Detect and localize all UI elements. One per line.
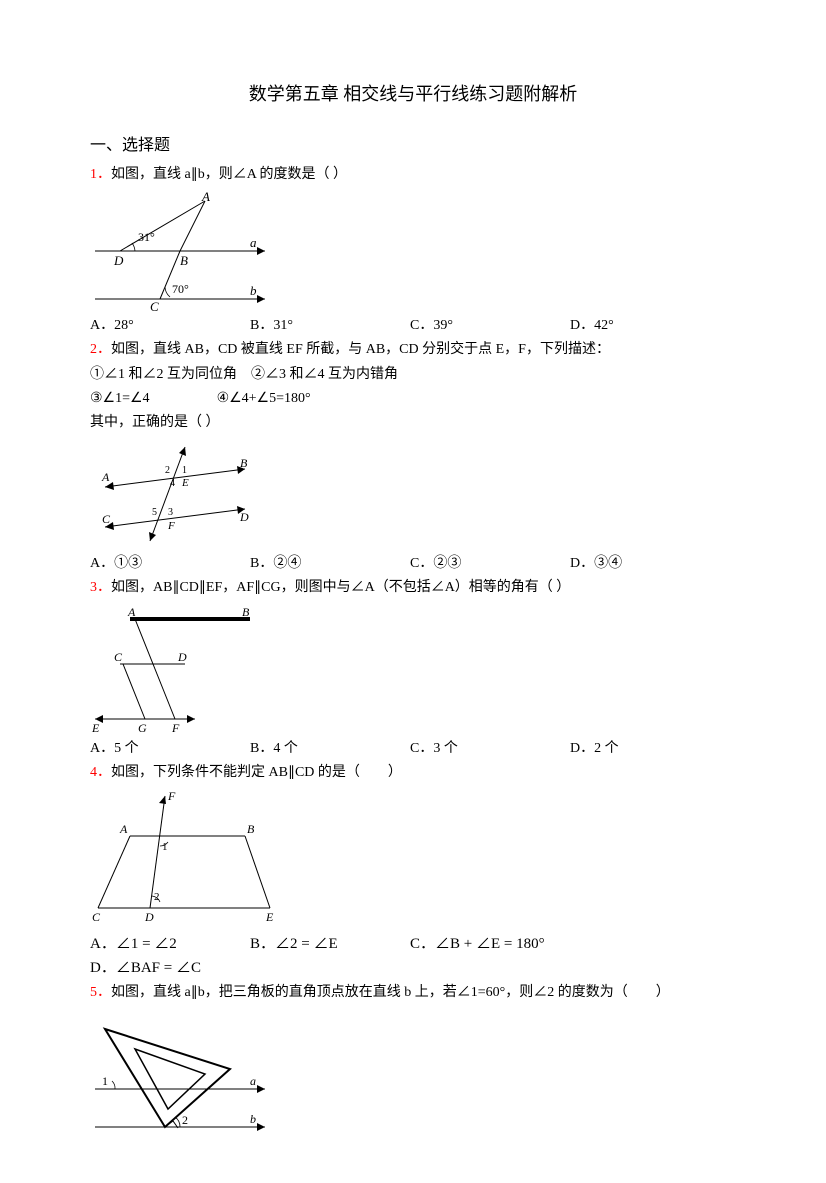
q2-D: D <box>239 510 249 524</box>
label-B: B <box>180 253 188 268</box>
q2-2: 2 <box>165 465 170 476</box>
q2-B: B <box>240 456 248 470</box>
q3-G: G <box>138 721 147 734</box>
q2-text3a: ③∠1=∠4 <box>90 391 150 406</box>
label-C: C <box>150 299 159 311</box>
q3-optD: D．2 个 <box>570 738 720 760</box>
q1-optB: B．31° <box>250 315 400 337</box>
q5-2: 2 <box>182 1113 188 1127</box>
q4-A: A <box>119 822 128 836</box>
q3-text: 如图，AB∥CD∥EF，AF∥CG，则图中与∠A（不包括∠A）相等的角有（ ） <box>111 580 570 595</box>
q3-svg: A B C D E F G <box>90 604 260 734</box>
q2-E: E <box>181 477 189 489</box>
q3-optA: A．5 个 <box>90 738 240 760</box>
q2-optD: D．③④ <box>570 553 720 575</box>
q4-D: D <box>144 910 154 924</box>
q1-optC: C．39° <box>410 315 560 337</box>
q2-choices: A．①③ B．②④ C．②③ D．③④ <box>90 553 736 575</box>
q2-optB: B．②④ <box>250 553 400 575</box>
q5-text: 如图，直线 a∥b，把三角板的直角顶点放在直线 b 上，若∠1=60°，则∠2 … <box>111 985 670 1000</box>
q3-E: E <box>91 721 100 734</box>
q2-optC: C．②③ <box>410 553 560 575</box>
q3-A: A <box>127 605 136 619</box>
q5-b: b <box>250 1112 256 1126</box>
q3-F: F <box>171 721 180 734</box>
q5-a: a <box>250 1074 256 1088</box>
label-a: a <box>250 235 257 250</box>
q3-B: B <box>242 605 250 619</box>
page: 数学第五章 相交线与平行线练习题附解析 一、选择题 1．如图，直线 a∥b，则∠… <box>0 0 826 1183</box>
q2-text3b: ④∠4+∠5=180° <box>217 391 311 406</box>
q4-E: E <box>265 910 274 924</box>
q4-optA: A．∠1 = ∠2 <box>90 932 240 956</box>
page-title: 数学第五章 相交线与平行线练习题附解析 <box>90 80 736 109</box>
q4-optD: D．∠BAF = ∠C <box>90 956 240 980</box>
q1-choices: A．28° B．31° C．39° D．42° <box>90 315 736 337</box>
q4-figure: F A B C D E 1 2 <box>90 788 736 928</box>
q5-number: 5． <box>90 985 111 1000</box>
q2-optA: A．①③ <box>90 553 240 575</box>
q2-number: 2． <box>90 342 111 357</box>
q4-optC: C．∠B + ∠E = 180° <box>410 932 580 956</box>
q3-D: D <box>177 650 187 664</box>
label-A: A <box>201 191 210 204</box>
q5-1: 1 <box>102 1074 108 1088</box>
q3-choices: A．5 个 B．4 个 C．3 个 D．2 个 <box>90 738 736 760</box>
q1-optA: A．28° <box>90 315 240 337</box>
q5-svg: a b 1 2 <box>90 1009 270 1139</box>
q2-3: 3 <box>168 507 173 518</box>
q4-number: 4． <box>90 765 111 780</box>
q4-choices: A．∠1 = ∠2 B．∠2 = ∠E C．∠B + ∠E = 180° D．∠… <box>90 932 736 980</box>
q1-line: 1．如图，直线 a∥b，则∠A 的度数是（ ） <box>90 164 736 186</box>
q2-1: 1 <box>182 465 187 476</box>
q3-optC: C．3 个 <box>410 738 560 760</box>
q3-figure: A B C D E F G <box>90 604 736 734</box>
q3-line: 3．如图，AB∥CD∥EF，AF∥CG，则图中与∠A（不包括∠A）相等的角有（ … <box>90 577 736 599</box>
label-b: b <box>250 283 257 298</box>
q1-number: 1． <box>90 167 111 182</box>
q2-line4: 其中，正确的是（ ） <box>90 412 736 434</box>
label-31: 31° <box>138 230 155 244</box>
q3-optB: B．4 个 <box>250 738 400 760</box>
q4-optB: B．∠2 = ∠E <box>250 932 400 956</box>
q4-1: 1 <box>162 841 168 853</box>
q4-text: 如图，下列条件不能判定 AB∥CD 的是（ ） <box>111 765 402 780</box>
q2-text1: 如图，直线 AB，CD 被直线 EF 所截，与 AB，CD 分别交于点 E，F，… <box>111 342 610 357</box>
label-D: D <box>113 253 124 268</box>
q2-line3: ③∠1=∠4 ④∠4+∠5=180° <box>90 388 736 410</box>
q4-F: F <box>167 789 176 803</box>
q2-C: C <box>102 512 111 526</box>
q4-line: 4．如图，下列条件不能判定 AB∥CD 的是（ ） <box>90 762 736 784</box>
q1-text: 如图，直线 a∥b，则∠A 的度数是（ ） <box>111 167 347 182</box>
q2-line2: ①∠1 和∠2 互为同位角 ②∠3 和∠4 互为内错角 <box>90 364 736 386</box>
q2-5: 5 <box>152 507 157 518</box>
q4-C: C <box>92 910 101 924</box>
q2-svg: A B C D E F 1 2 3 4 5 <box>90 439 260 549</box>
q2-4: 4 <box>170 478 175 489</box>
q5-figure: a b 1 2 <box>90 1009 736 1139</box>
q3-C: C <box>114 650 123 664</box>
q1-svg: A D B C a b 31° 70° <box>90 191 270 311</box>
q4-svg: F A B C D E 1 2 <box>90 788 280 928</box>
q1-figure: A D B C a b 31° 70° <box>90 191 736 311</box>
q3-number: 3． <box>90 580 111 595</box>
q2-A: A <box>101 470 110 484</box>
q2-figure: A B C D E F 1 2 3 4 5 <box>90 439 736 549</box>
q4-B: B <box>247 822 255 836</box>
section-heading: 一、选择题 <box>90 133 736 159</box>
label-70: 70° <box>172 282 189 296</box>
q2-F: F <box>167 520 175 532</box>
q5-line: 5．如图，直线 a∥b，把三角板的直角顶点放在直线 b 上，若∠1=60°，则∠… <box>90 982 736 1004</box>
q2-line1: 2．如图，直线 AB，CD 被直线 EF 所截，与 AB，CD 分别交于点 E，… <box>90 339 736 361</box>
q1-optD: D．42° <box>570 315 720 337</box>
